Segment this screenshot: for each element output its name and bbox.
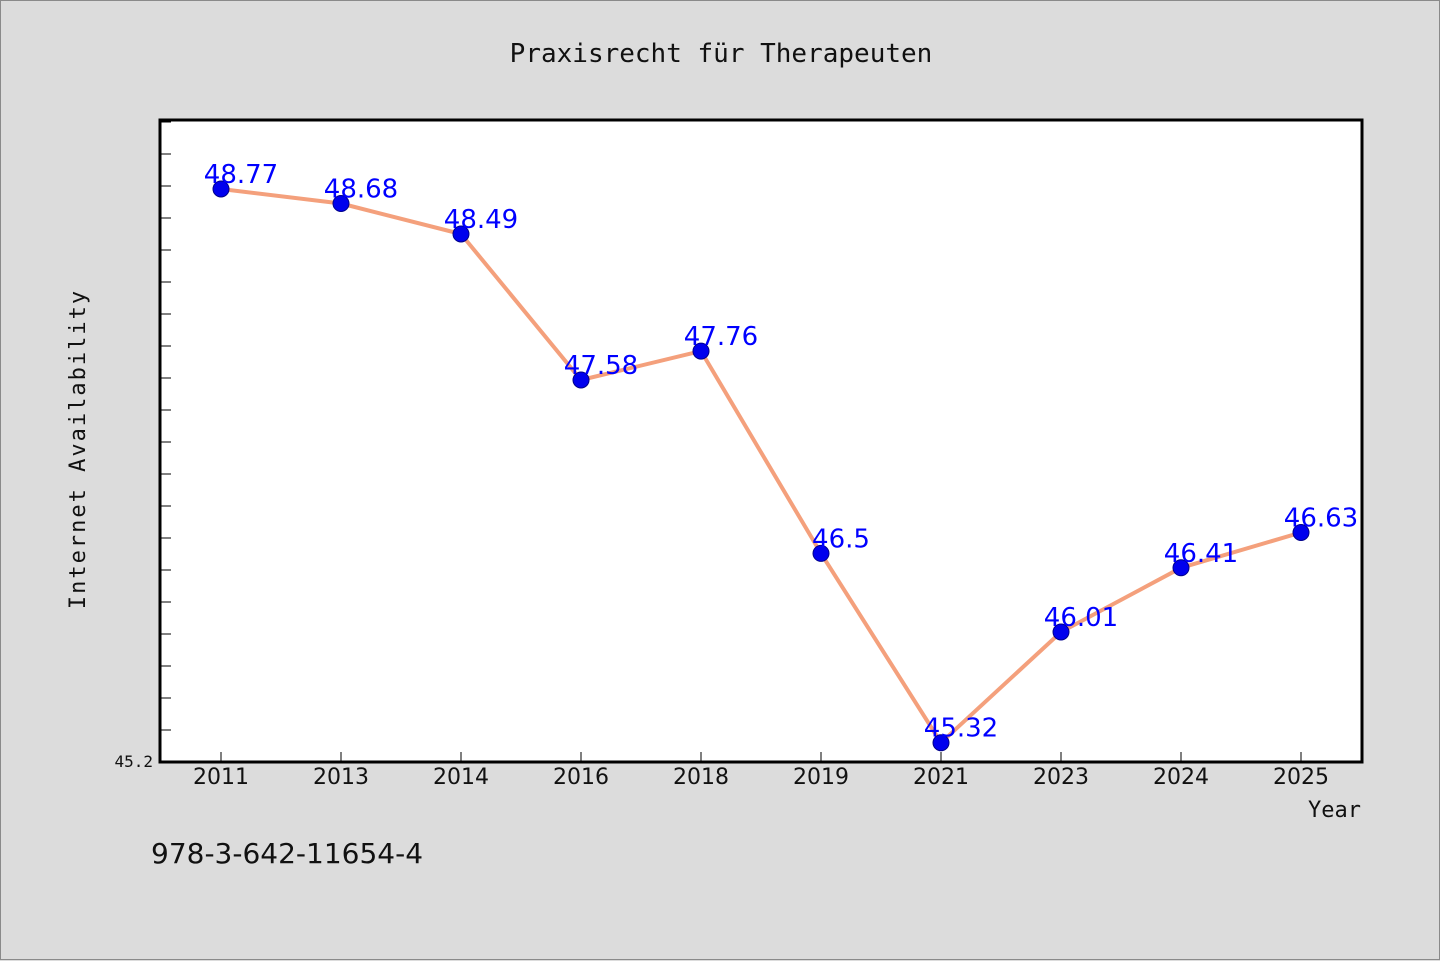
data-point-marker [812, 544, 830, 562]
data-label: 45.32 [924, 714, 998, 744]
x-axis-tick-label: 2025 [1273, 765, 1329, 790]
data-label: 47.58 [564, 351, 638, 381]
x-axis-tick-label: 2013 [313, 765, 369, 790]
x-axis-label: Year [1308, 798, 1361, 823]
data-point-marker [1292, 524, 1310, 541]
data-point-marker [692, 342, 710, 360]
x-axis-ticks [220, 752, 1302, 762]
chart-title: Praxisrecht für Therapeuten [510, 39, 933, 69]
x-axis-tick-label: 2016 [553, 765, 609, 790]
x-axis-tick-label: 2018 [673, 765, 729, 790]
data-label: 46.41 [1164, 539, 1238, 569]
y-axis-label: Internet Availability [66, 289, 91, 609]
data-point-marker [452, 225, 470, 243]
data-point-marker [212, 180, 230, 198]
series-markers [212, 180, 1310, 752]
data-label: 46.5 [812, 524, 870, 554]
data-label: 48.77 [204, 160, 278, 190]
plot-border [158, 118, 1364, 764]
data-point-marker [572, 371, 590, 389]
isbn-text: 978-3-642-11654-4 [151, 837, 423, 870]
plot-area [160, 120, 1362, 762]
y-axis-tick-label: 45.2 [114, 752, 153, 771]
data-point-marker [332, 195, 350, 212]
data-point-marker [932, 734, 950, 752]
data-label: 48.68 [324, 175, 398, 205]
x-axis-tick-label: 2023 [1033, 765, 1089, 790]
y-axis-minor-ticks [160, 121, 171, 731]
x-axis-tick-label: 2011 [193, 765, 249, 790]
data-label: 47.76 [684, 322, 758, 352]
x-axis-tick-label: 2019 [793, 765, 849, 790]
series-line [219, 187, 1303, 745]
data-point-marker [1052, 623, 1070, 641]
x-axis-tick-label: 2021 [913, 765, 969, 790]
data-label: 48.49 [444, 205, 518, 235]
x-axis-tick-labels: 2011 2013 2014 2016 2018 2019 2021 2023 2024 2025 [193, 765, 1329, 790]
x-axis-tick-label: 2014 [433, 765, 489, 790]
data-point-marker [1172, 559, 1190, 577]
data-label: 46.63 [1284, 504, 1358, 534]
x-axis-tick-label: 2024 [1153, 765, 1209, 790]
data-label: 46.01 [1044, 603, 1118, 633]
series-data-labels: 48.77 48.68 48.49 47.58 47.76 46.5 45.32 46.01 4… [204, 160, 1358, 744]
